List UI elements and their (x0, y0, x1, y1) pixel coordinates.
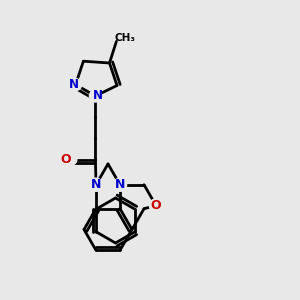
Text: N: N (93, 89, 103, 103)
Circle shape (113, 178, 127, 191)
Text: O: O (151, 199, 161, 212)
Text: N: N (69, 78, 79, 91)
Circle shape (66, 154, 77, 165)
Text: N: N (115, 178, 125, 191)
Text: O: O (61, 153, 71, 166)
Circle shape (89, 90, 101, 102)
Text: CH₃: CH₃ (114, 33, 135, 43)
Text: N: N (91, 178, 101, 191)
Circle shape (149, 199, 163, 212)
Circle shape (89, 178, 103, 191)
Circle shape (70, 79, 82, 91)
